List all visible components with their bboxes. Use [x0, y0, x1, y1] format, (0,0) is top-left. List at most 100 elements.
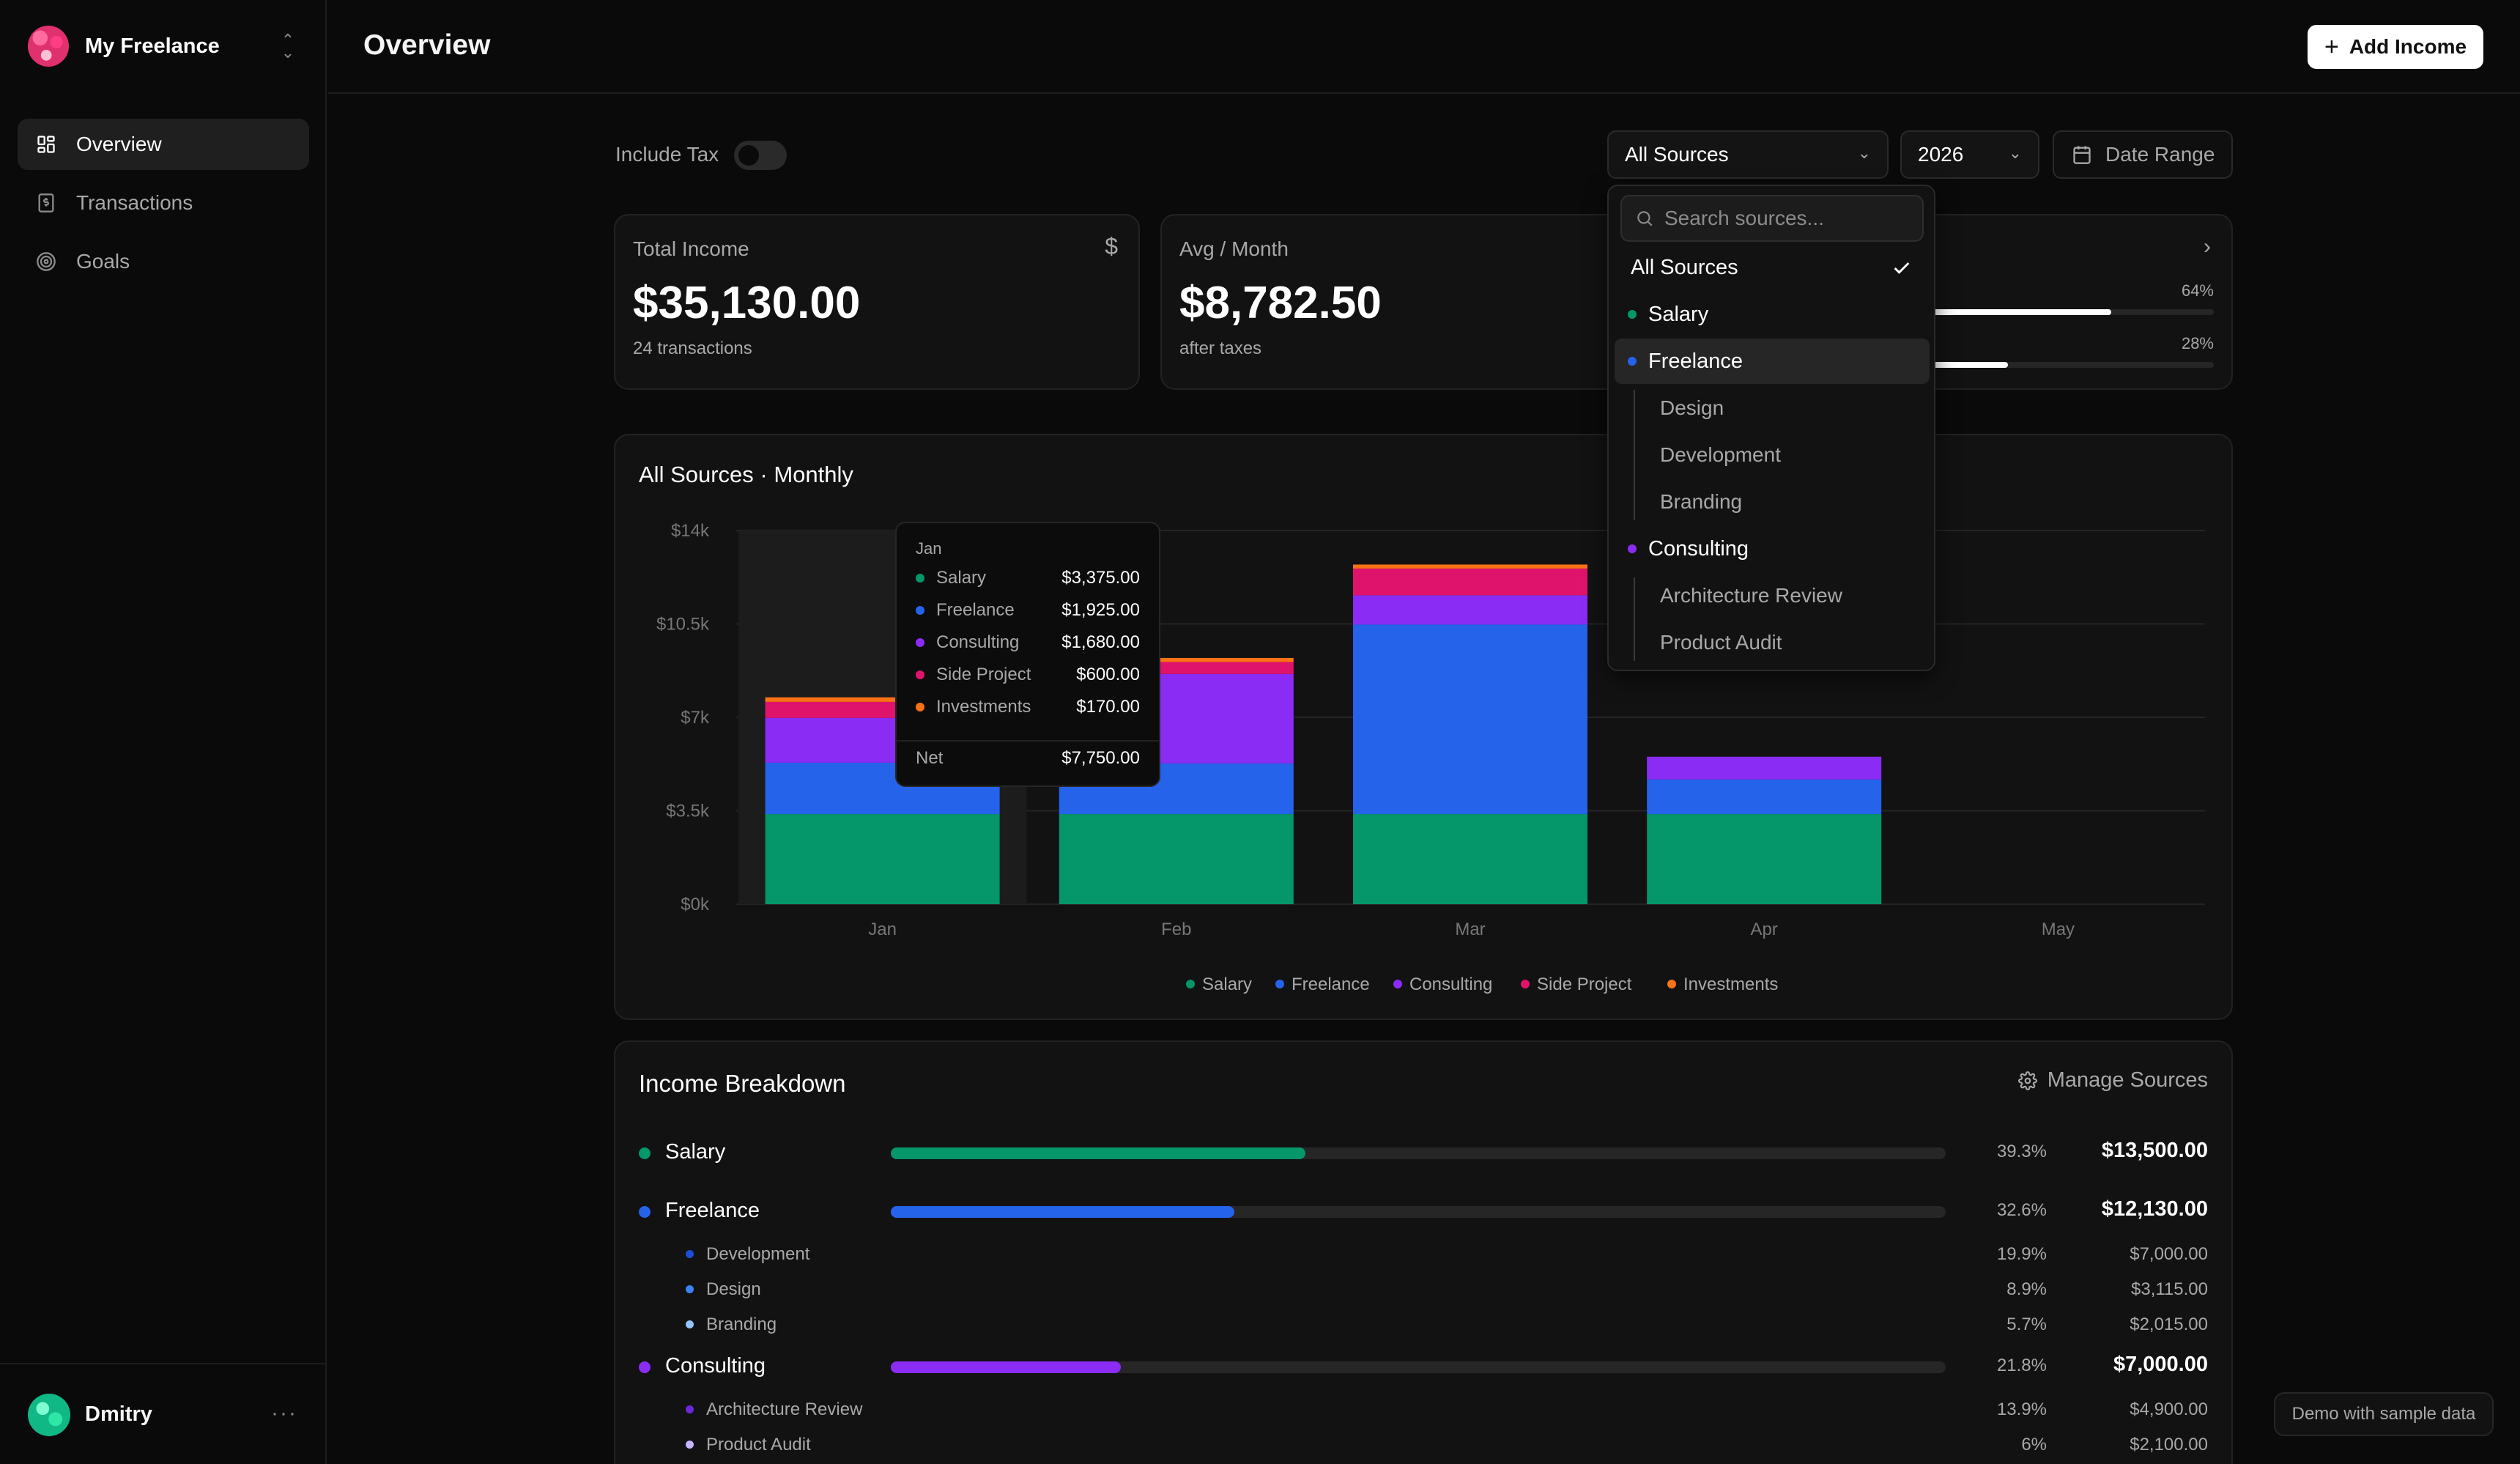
source-option-architecture-review[interactable]: Architecture Review: [1615, 573, 1930, 618]
sidebar-item-label: Goals: [76, 250, 130, 273]
stat-sub: 24 transactions: [633, 339, 752, 358]
x-tick-label: Mar: [1455, 920, 1485, 939]
tooltip-net-row: Net $7,750.00: [916, 747, 1140, 769]
more-icon[interactable]: ···: [271, 1401, 297, 1425]
breakdown-title: Income Breakdown: [639, 1070, 846, 1097]
source-option-label: All Sources: [1631, 255, 1738, 279]
tooltip-series-value: $170.00: [1076, 697, 1140, 717]
breakdown-progress-fill: [891, 1361, 1121, 1373]
breakdown-row[interactable]: Development 19.9% $7,000.00: [639, 1240, 2208, 1269]
sources-search-field[interactable]: [1620, 195, 1924, 242]
legend-dot: [1393, 980, 1402, 988]
tree-line: [1634, 390, 1635, 520]
search-icon: [1635, 209, 1654, 228]
user-menu[interactable]: Dmitry ···: [0, 1363, 327, 1464]
source-color-dot: [1628, 544, 1637, 553]
source-option-consulting[interactable]: Consulting: [1615, 526, 1930, 572]
stat-sub: after taxes: [1179, 339, 1262, 358]
sources-select[interactable]: All Sources ⌄: [1607, 130, 1889, 179]
breakdown-row[interactable]: Design 8.9% $3,115.00: [639, 1275, 2208, 1304]
breakdown-percent: 13.9%: [1996, 1400, 2047, 1419]
source-option-label: Consulting: [1648, 536, 1749, 561]
chart-title: All Sources · Monthly: [639, 462, 853, 487]
tooltip-series-name: Consulting: [936, 632, 1020, 652]
tooltip-row: Consulting $1,680.00: [916, 632, 1140, 654]
sources-dropdown: All Sources Salary Freelance Design Developm…: [1607, 185, 1935, 671]
stat-label: Avg / Month: [1179, 237, 1289, 260]
source-option-freelance[interactable]: Freelance: [1615, 339, 1930, 384]
source-option-development[interactable]: Development: [1615, 432, 1930, 478]
goal-pct: 64%: [2181, 281, 2214, 300]
x-tick-label: Jan: [868, 920, 897, 939]
stat-label: Total Income: [633, 237, 749, 260]
breakdown-progress-track: [891, 1206, 1946, 1218]
sidebar-item-overview[interactable]: Overview: [18, 119, 309, 170]
year-select[interactable]: 2026 ⌄: [1900, 130, 2039, 179]
breakdown-percent: 39.3%: [1996, 1142, 2047, 1161]
breakdown-row[interactable]: Architecture Review 13.9% $4,900.00: [639, 1395, 2208, 1424]
manage-sources-button[interactable]: Manage Sources: [2017, 1068, 2208, 1093]
breakdown-progress-fill: [891, 1206, 1235, 1218]
breakdown-source-name: Product Audit: [706, 1435, 811, 1454]
breakdown-row[interactable]: Product Audit 6% $2,100.00: [639, 1430, 2208, 1460]
breakdown-amount: $7,000.00: [2113, 1353, 2208, 1376]
breakdown-source-name: Freelance: [665, 1199, 760, 1222]
workspace-switcher[interactable]: My Freelance ⌃ ⌄: [28, 25, 299, 67]
bar-segment: [765, 697, 1000, 702]
breakdown-row[interactable]: Branding 5.7% $2,015.00: [639, 1310, 2208, 1339]
source-option-design[interactable]: Design: [1615, 385, 1930, 431]
include-tax-toggle[interactable]: [734, 141, 787, 170]
source-option-all-sources[interactable]: All Sources: [1615, 245, 1930, 290]
receipt-icon: [35, 192, 57, 214]
sidebar-item-transactions[interactable]: Transactions: [18, 177, 309, 229]
sources-search-input[interactable]: [1664, 207, 1913, 230]
breakdown-progress-fill: [891, 1147, 1305, 1159]
series-dot: [916, 703, 924, 711]
add-income-button[interactable]: + Add Income: [2308, 25, 2483, 69]
tooltip-net-label: Net: [916, 748, 944, 768]
date-range-button[interactable]: Date Range: [2053, 130, 2233, 179]
sidebar-item-goals[interactable]: Goals: [18, 236, 309, 287]
source-option-branding[interactable]: Branding: [1615, 479, 1930, 525]
dollar-icon: $: [1105, 233, 1118, 259]
series-dot: [916, 606, 924, 615]
tooltip-series-name: Freelance: [936, 600, 1015, 620]
bar-segment: [1353, 568, 1587, 596]
chevron-right-icon[interactable]: ›: [2204, 234, 2211, 259]
breakdown-percent: 32.6%: [1996, 1200, 2047, 1220]
tooltip-month: Jan: [916, 539, 942, 558]
source-color-dot: [686, 1441, 694, 1449]
breakdown-amount: $2,015.00: [2130, 1315, 2208, 1334]
bar-segment: [1353, 564, 1587, 569]
source-option-salary[interactable]: Salary: [1615, 292, 1930, 337]
goal-pct: 28%: [2181, 334, 2214, 352]
breakdown-progress-track: [891, 1361, 1946, 1373]
breakdown-amount: $3,115.00: [2131, 1279, 2208, 1299]
source-color-dot: [686, 1405, 694, 1413]
page-title: Overview: [363, 29, 491, 61]
target-icon: [35, 251, 57, 273]
breakdown-row[interactable]: Consulting 21.8% $7,000.00: [639, 1351, 2208, 1380]
breakdown-amount: $7,000.00: [2130, 1244, 2208, 1264]
source-option-product-audit[interactable]: Product Audit: [1615, 620, 1930, 665]
y-tick-label: $14k: [671, 521, 710, 541]
breakdown-row[interactable]: Freelance 32.6% $12,130.00: [639, 1196, 2208, 1225]
workspace-logo: [28, 26, 69, 67]
bar-segment: [1059, 657, 1294, 662]
tooltip-row: Freelance $1,925.00: [916, 599, 1140, 621]
series-dot: [916, 670, 924, 679]
y-tick-label: $7k: [681, 708, 710, 728]
avatar: [28, 1394, 70, 1436]
bar-segment: [1353, 814, 1587, 904]
x-tick-label: May: [2042, 920, 2075, 939]
source-color-dot: [686, 1285, 694, 1293]
grid-icon: [35, 133, 57, 155]
chevron-down-icon: ⌄: [2008, 144, 2022, 162]
source-option-label: Product Audit: [1660, 631, 1782, 654]
add-income-label: Add Income: [2349, 35, 2467, 58]
bar-segment: [1647, 779, 1882, 815]
source-color-dot: [639, 1147, 651, 1159]
income-breakdown-card: Income Breakdown Manage Sources Salary 39…: [614, 1040, 2233, 1464]
breakdown-row[interactable]: Salary 39.3% $13,500.00: [639, 1137, 2208, 1167]
bar-segment: [1647, 814, 1882, 904]
